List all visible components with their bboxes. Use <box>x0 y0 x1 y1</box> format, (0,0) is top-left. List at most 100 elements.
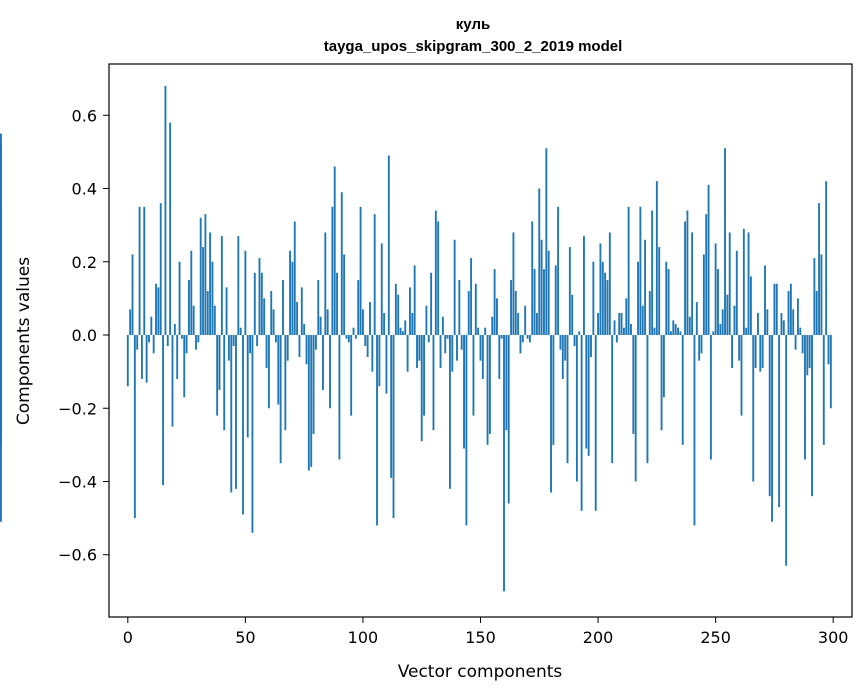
y-tick-label: −0.4 <box>58 472 97 491</box>
bar-22 <box>178 261 181 336</box>
bar-207 <box>613 320 616 336</box>
bar-162 <box>507 335 510 504</box>
bar-68 <box>286 335 289 361</box>
bar-70 <box>291 261 294 336</box>
bar-100 <box>362 309 364 336</box>
bar-48 <box>239 327 242 335</box>
bar-65 <box>279 335 282 464</box>
bar-295 <box>820 254 823 336</box>
bar-283 <box>792 309 795 336</box>
bar-217 <box>637 261 639 336</box>
y-tick-label: 0.0 <box>72 326 97 345</box>
bar-60 <box>267 335 270 409</box>
bar-242 <box>695 302 698 336</box>
bar-126 <box>423 335 426 416</box>
bar-104 <box>371 335 374 372</box>
bar-27 <box>190 250 193 335</box>
bar-259 <box>735 250 738 335</box>
bar-86 <box>329 335 331 409</box>
bar-340 <box>0 335 2 522</box>
bar-99 <box>359 206 362 336</box>
bar-256 <box>728 232 731 335</box>
bar-223 <box>651 210 654 336</box>
bar-54 <box>253 272 256 336</box>
bar-235 <box>679 331 682 335</box>
bar-98 <box>357 280 360 335</box>
bar-216 <box>634 335 637 482</box>
bar-124 <box>418 335 421 361</box>
bar-276 <box>775 283 778 336</box>
bar-20 <box>173 324 176 336</box>
bar-241 <box>693 335 696 526</box>
bar-219 <box>641 305 644 336</box>
bar-66 <box>282 280 284 335</box>
bar-211 <box>622 327 625 335</box>
bar-288 <box>804 335 806 460</box>
bar-282 <box>789 283 792 336</box>
bar-176 <box>540 239 543 336</box>
x-tick-label: 250 <box>700 628 731 647</box>
bar-243 <box>698 335 701 361</box>
bar-64 <box>277 335 280 405</box>
bar-63 <box>275 335 277 343</box>
bar-111 <box>387 155 390 336</box>
bar-233 <box>674 324 677 336</box>
bar-237 <box>684 221 686 336</box>
bar-265 <box>749 276 752 336</box>
bar-105 <box>373 214 376 335</box>
bar-79 <box>312 335 315 434</box>
bar-258 <box>733 305 736 336</box>
bar-228 <box>662 335 665 398</box>
bar-101 <box>364 335 367 346</box>
bar-297 <box>825 181 828 335</box>
bar-150 <box>479 335 482 361</box>
bar-107 <box>378 335 381 387</box>
bar-261 <box>740 335 743 416</box>
bar-137 <box>448 335 451 489</box>
y-tick-label: 0.6 <box>72 106 97 125</box>
bar-6 <box>140 335 143 379</box>
bar-182 <box>554 265 557 335</box>
bar-139 <box>453 239 456 336</box>
bar-225 <box>655 181 658 335</box>
bar-238 <box>686 210 689 336</box>
bar-183 <box>557 206 560 336</box>
bar-147 <box>472 335 475 416</box>
bar-273 <box>768 335 771 497</box>
bar-202 <box>601 261 604 336</box>
bar-117 <box>401 331 404 335</box>
bar-23 <box>180 335 183 339</box>
bar-61 <box>270 291 273 336</box>
bar-180 <box>550 335 552 493</box>
bar-8 <box>145 335 148 383</box>
bar-74 <box>300 287 303 336</box>
bar-89 <box>336 272 339 336</box>
bar-174 <box>535 313 538 335</box>
bar-200 <box>597 313 599 335</box>
bar-72 <box>296 302 299 336</box>
bar-50 <box>244 250 247 335</box>
bar-236 <box>681 335 684 445</box>
bar-29 <box>195 335 197 350</box>
bar-185 <box>561 335 564 379</box>
bar-43 <box>227 335 230 361</box>
bar-210 <box>620 313 623 335</box>
bar-67 <box>284 335 287 431</box>
bar-179 <box>547 250 550 335</box>
bar-91 <box>340 192 343 336</box>
bar-290 <box>808 335 811 368</box>
bar-5 <box>138 206 141 336</box>
bar-120 <box>409 287 411 336</box>
bar-184 <box>559 335 562 350</box>
bar-96 <box>352 327 355 335</box>
x-tick-label: 200 <box>583 628 614 647</box>
bar-287 <box>801 335 804 354</box>
bar-226 <box>658 247 661 335</box>
bar-144 <box>465 335 468 526</box>
bar-154 <box>488 335 491 434</box>
bar-197 <box>590 335 592 357</box>
bar-112 <box>390 335 393 478</box>
bar-90 <box>338 335 341 460</box>
bar-278 <box>780 313 783 335</box>
bar-186 <box>564 335 567 361</box>
